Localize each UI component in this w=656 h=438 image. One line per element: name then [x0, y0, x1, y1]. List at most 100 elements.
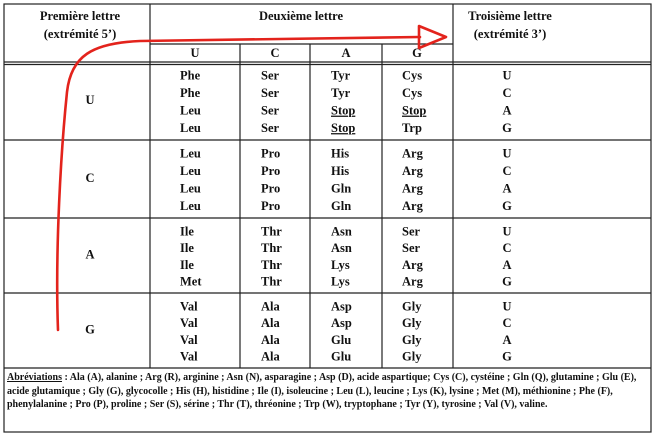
third-letter: G [502, 199, 512, 213]
third-letter: G [502, 275, 512, 289]
amino-acid: Asp [331, 299, 352, 313]
amino-acid: Ser [402, 224, 421, 238]
amino-acid: Val [180, 299, 198, 313]
amino-acid: Leu [180, 182, 201, 196]
amino-acid: Gly [402, 299, 422, 313]
third-letter: U [502, 147, 511, 161]
header-second: Deuxième lettre [259, 9, 344, 23]
amino-acid: Pro [261, 199, 280, 213]
amino-acid: Leu [180, 121, 201, 135]
amino-acid: Phe [180, 86, 201, 100]
amino-acid: Tyr [331, 86, 351, 100]
amino-acid: Arg [402, 182, 424, 196]
first-letter: A [85, 247, 94, 261]
amino-acid: Thr [261, 275, 282, 289]
amino-acid: Asn [331, 241, 352, 255]
amino-acid: Cys [402, 69, 422, 83]
amino-acid: Gly [402, 333, 422, 347]
third-letter: A [502, 258, 511, 272]
second-letter: A [341, 46, 350, 60]
amino-acid: Pro [261, 182, 280, 196]
amino-acid: Cys [402, 86, 422, 100]
amino-acid: Gln [331, 182, 351, 196]
grid-lines [3, 3, 652, 433]
amino-acid: Arg [402, 275, 424, 289]
amino-acid: Asp [331, 316, 352, 330]
amino-acid: Ser [402, 241, 421, 255]
third-letter: A [502, 333, 511, 347]
second-letter: G [412, 46, 422, 60]
second-letter: C [270, 46, 279, 60]
amino-acid: His [331, 164, 349, 178]
amino-acid: Pro [261, 164, 280, 178]
amino-acid: Stop [402, 104, 426, 118]
amino-acid: Trp [402, 121, 422, 135]
amino-acid: Thr [261, 241, 282, 255]
amino-acid: Arg [402, 164, 424, 178]
header-third: (extrémité 3’) [474, 27, 547, 41]
abbreviations: Abréviations : Ala (A), alanine ; Arg (R… [7, 371, 647, 412]
abbreviations-label: Abréviations [7, 372, 62, 383]
first-letter: G [85, 322, 95, 336]
amino-acid: Arg [402, 199, 424, 213]
amino-acid: Val [180, 350, 198, 364]
third-letter: U [502, 299, 511, 313]
amino-acid: Thr [261, 258, 282, 272]
amino-acid: Val [180, 333, 198, 347]
amino-acid: Ser [261, 121, 280, 135]
second-letter: U [190, 46, 199, 60]
header-third: Troisième lettre [468, 9, 552, 23]
red-arrow [55, 24, 448, 332]
amino-acid: Ser [261, 69, 280, 83]
amino-acid: His [331, 147, 349, 161]
amino-acid: Ile [180, 241, 194, 255]
third-letter: C [502, 316, 511, 330]
third-letter: G [502, 121, 512, 135]
amino-acid: Leu [180, 147, 201, 161]
amino-acid: Arg [402, 147, 424, 161]
arrow-line [55, 35, 422, 332]
amino-acid: Lys [331, 258, 350, 272]
third-letter: C [502, 164, 511, 178]
amino-acid: Gln [331, 199, 351, 213]
amino-acid: Glu [331, 333, 351, 347]
amino-acid: Ala [261, 316, 281, 330]
amino-acid: Ala [261, 299, 281, 313]
amino-acid: Phe [180, 69, 201, 83]
amino-acid: Lys [331, 275, 350, 289]
header-first: (extrémité 5’) [44, 27, 117, 41]
amino-acid: Ile [180, 258, 194, 272]
amino-acid: Asn [331, 224, 352, 238]
amino-acid: Stop [331, 104, 355, 118]
first-letter: C [85, 171, 94, 185]
first-letter: U [85, 93, 94, 107]
amino-acid: Gly [402, 350, 422, 364]
third-letter: U [502, 224, 511, 238]
third-letter: C [502, 86, 511, 100]
amino-acid: Leu [180, 164, 201, 178]
third-letter: G [502, 350, 512, 364]
amino-acid: Thr [261, 224, 282, 238]
header-first: Première lettre [40, 9, 121, 23]
amino-acid: Leu [180, 199, 201, 213]
amino-acid: Ala [261, 333, 281, 347]
amino-acid: Ile [180, 224, 194, 238]
amino-acid: Ser [261, 104, 280, 118]
amino-acid: Leu [180, 104, 201, 118]
amino-acid: Gly [402, 316, 422, 330]
third-letter: A [502, 104, 511, 118]
amino-acid: Glu [331, 350, 351, 364]
amino-acid: Ala [261, 350, 281, 364]
amino-acid: Ser [261, 86, 280, 100]
amino-acid: Stop [331, 121, 355, 135]
amino-acid: Arg [402, 258, 424, 272]
abbreviations-text: : Ala (A), alanine ; Arg (R), arginine ;… [7, 372, 637, 410]
third-letter: A [502, 182, 511, 196]
amino-acid: Val [180, 316, 198, 330]
amino-acid: Met [180, 275, 202, 289]
amino-acid: Tyr [331, 69, 351, 83]
third-letter: C [502, 241, 511, 255]
